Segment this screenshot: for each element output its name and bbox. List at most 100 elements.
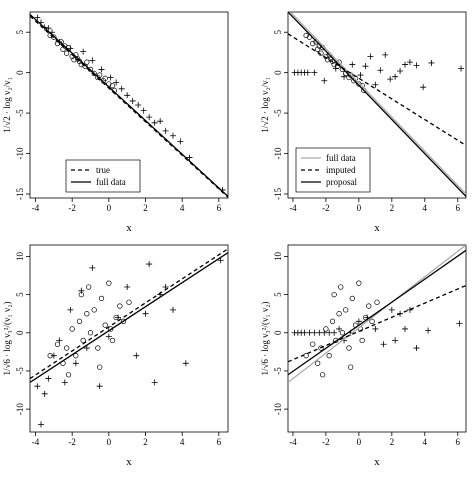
circle-point bbox=[374, 299, 380, 305]
y-tick-label: 0 bbox=[273, 70, 283, 75]
circle-point bbox=[120, 318, 127, 324]
plot-area bbox=[30, 13, 228, 198]
plus-point bbox=[107, 74, 114, 81]
legend-label: full data bbox=[326, 153, 356, 163]
plus-point bbox=[380, 341, 387, 348]
plus-point bbox=[392, 73, 399, 80]
y-tick-label: 5 bbox=[273, 29, 283, 34]
circle-point bbox=[84, 311, 90, 317]
plus-point bbox=[133, 352, 140, 359]
circle-point bbox=[339, 330, 346, 336]
plus-point bbox=[182, 360, 189, 367]
y-tick-label: -10 bbox=[273, 403, 283, 415]
plus-point bbox=[355, 318, 362, 325]
circle-point bbox=[126, 299, 132, 305]
x-tick-label: 2 bbox=[390, 437, 395, 447]
plus-point bbox=[332, 65, 339, 72]
plus-point bbox=[151, 379, 158, 386]
x-tick-label: -4 bbox=[289, 203, 297, 213]
plus-point bbox=[115, 314, 121, 321]
circle-point bbox=[106, 280, 112, 286]
y-tick-label: -10 bbox=[15, 147, 25, 159]
x-tick-label: 4 bbox=[180, 437, 185, 447]
x-tick-label: 4 bbox=[180, 203, 185, 213]
circle-point bbox=[97, 364, 103, 370]
y-tick-label: 5 bbox=[15, 29, 25, 34]
circle-point bbox=[109, 82, 116, 89]
circle-point bbox=[91, 307, 97, 313]
circle-point bbox=[303, 32, 309, 39]
fit-line bbox=[288, 284, 466, 363]
legend-box bbox=[65, 159, 141, 193]
plus-point bbox=[89, 57, 96, 64]
x-tick-label: -2 bbox=[322, 437, 330, 447]
y-tick-label: -5 bbox=[15, 109, 25, 117]
plus-point bbox=[135, 102, 142, 108]
plus-point bbox=[217, 257, 224, 264]
circle-point bbox=[323, 326, 329, 332]
plus-point bbox=[67, 45, 74, 52]
y-tick-label: 10 bbox=[273, 251, 283, 261]
panel: -4 -2 0 2 4 6 -15 -10 -5 0 5 x 1/√2 · log v₂/v₁ full … bbox=[260, 11, 467, 234]
y-tick-label: -15 bbox=[15, 187, 25, 199]
plus-point bbox=[83, 345, 90, 352]
plus-point bbox=[406, 59, 413, 66]
fit-line bbox=[30, 15, 228, 198]
x-axis-label: x bbox=[126, 456, 132, 468]
circle-point bbox=[102, 75, 108, 81]
plus-point bbox=[142, 310, 149, 317]
plus-point bbox=[41, 390, 48, 397]
panel: -4 -2 0 2 4 6 -10 -5 0 5 10 x 1/√6 · log v₃²/(v₁ v₂) bbox=[2, 244, 229, 468]
fit-line bbox=[288, 33, 466, 146]
circle-point bbox=[102, 322, 108, 328]
plus-point bbox=[151, 119, 158, 126]
plus-point bbox=[311, 69, 318, 76]
circle-point bbox=[310, 40, 316, 47]
circle-point bbox=[98, 295, 105, 302]
circle-point bbox=[310, 341, 316, 347]
y-tick-label: -10 bbox=[273, 147, 283, 159]
fit-line bbox=[288, 12, 466, 197]
plus-point bbox=[402, 325, 409, 332]
plus-point bbox=[162, 127, 169, 134]
circle-point bbox=[336, 311, 342, 317]
circle-point bbox=[71, 57, 77, 63]
y-tick-label: 0 bbox=[15, 70, 25, 75]
circle-point bbox=[64, 345, 70, 351]
plus-point bbox=[304, 69, 311, 76]
circle-point bbox=[65, 372, 72, 378]
plus-point bbox=[336, 325, 343, 332]
x-tick-label: -4 bbox=[32, 437, 40, 447]
plus-point bbox=[392, 337, 399, 344]
x-tick-label: 4 bbox=[423, 437, 428, 447]
fit-line bbox=[30, 13, 228, 197]
plus-point bbox=[105, 333, 112, 340]
circle-point bbox=[64, 50, 70, 56]
plus-point bbox=[34, 383, 41, 390]
fit-line bbox=[288, 249, 466, 376]
y-tick-label: 10 bbox=[15, 251, 25, 261]
plus-point bbox=[387, 76, 394, 83]
plus-point bbox=[341, 73, 348, 80]
plus-point bbox=[45, 25, 52, 32]
plus-point bbox=[80, 48, 87, 55]
plus-point bbox=[72, 360, 79, 367]
circle-point bbox=[315, 46, 321, 52]
plus-point bbox=[61, 379, 68, 386]
x-tick-label: 0 bbox=[107, 437, 112, 447]
circle-point bbox=[338, 284, 344, 290]
circle-point bbox=[347, 364, 354, 370]
plus-point bbox=[458, 65, 465, 72]
plus-point bbox=[372, 81, 379, 88]
plus-point bbox=[413, 62, 420, 69]
plus-point bbox=[98, 66, 105, 73]
x-tick-label: 2 bbox=[143, 203, 148, 213]
plus-point bbox=[420, 84, 427, 91]
circle-point bbox=[318, 345, 324, 351]
panel: -4 -2 0 2 4 6 -15 -10 -5 0 5 x 1/√2 · log v₂/v₁ true f… bbox=[2, 11, 229, 234]
y-tick-label: -5 bbox=[273, 367, 283, 375]
plus-point bbox=[146, 261, 153, 268]
circle-point bbox=[117, 303, 123, 309]
y-tick-label: -15 bbox=[273, 187, 283, 199]
